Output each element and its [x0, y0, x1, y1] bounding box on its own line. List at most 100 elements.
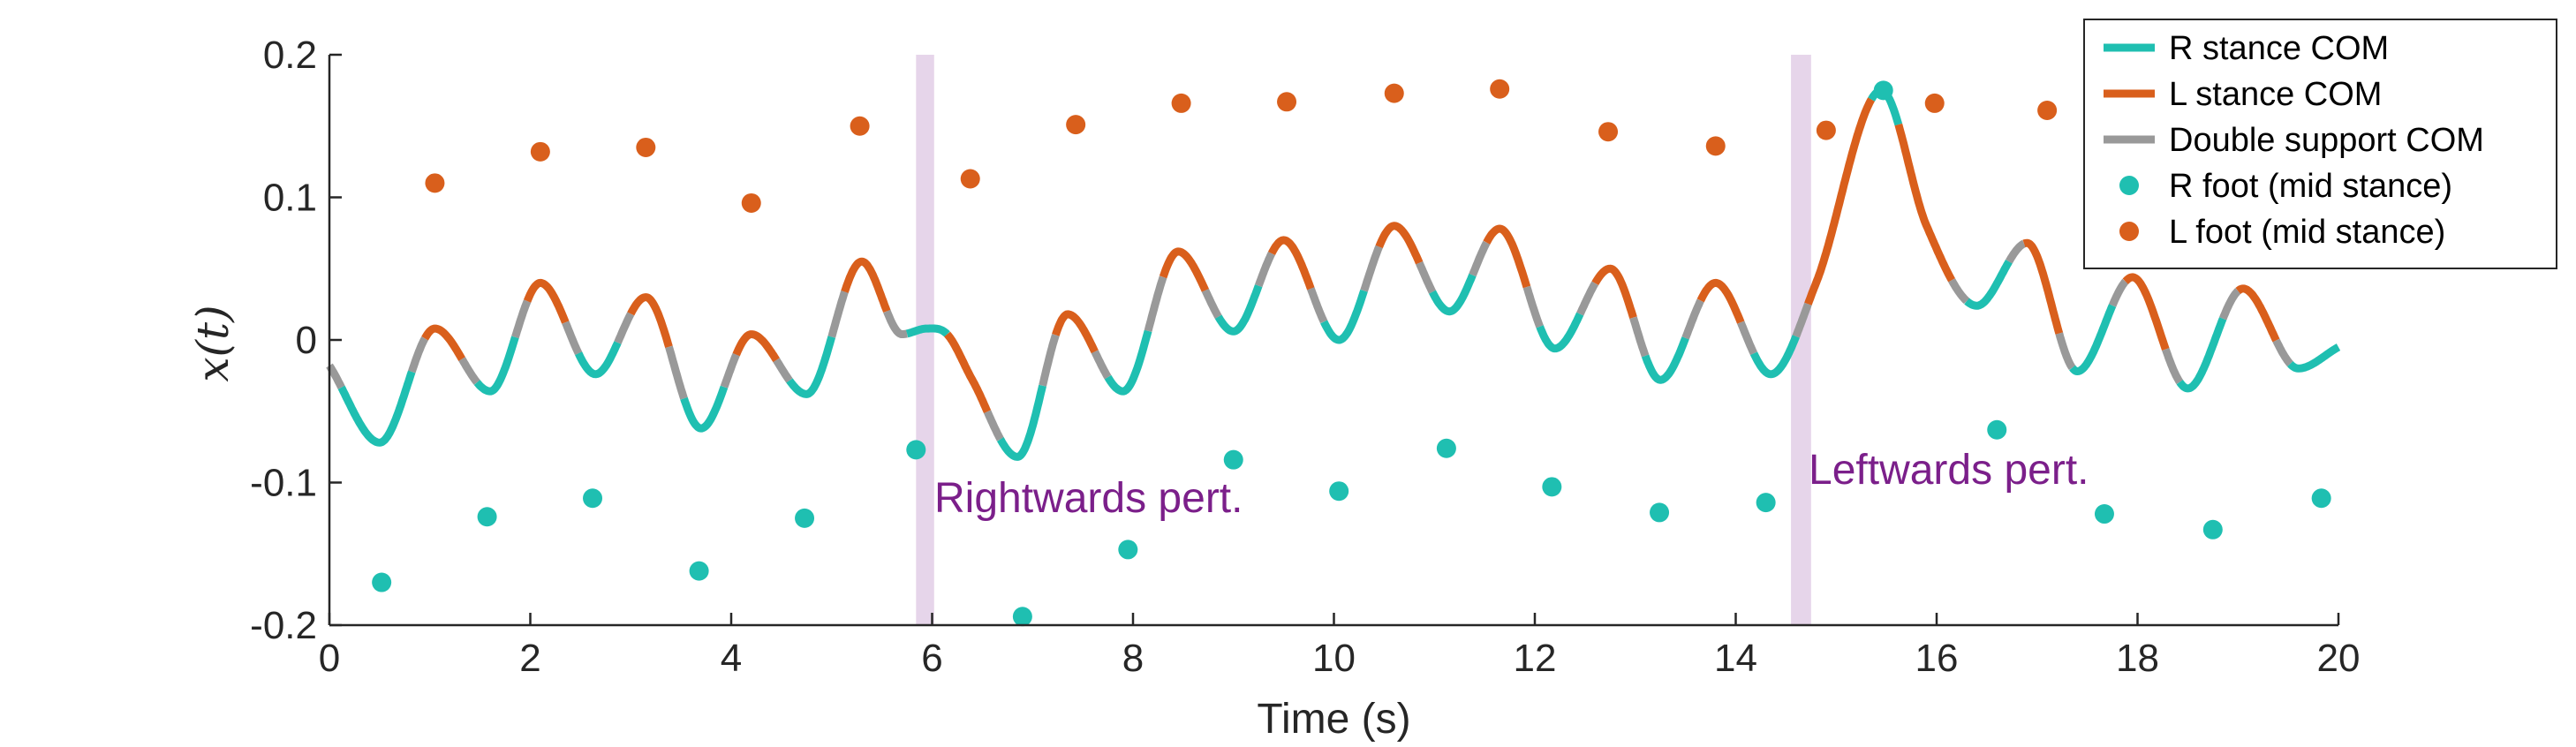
l-foot-point-13 — [1705, 136, 1726, 156]
l-stance-com-segment-61 — [2021, 238, 2064, 335]
double-support-com-segment-50 — [1681, 298, 1704, 340]
double-support-com-segment-40 — [1416, 260, 1437, 294]
r-foot-point-2 — [477, 507, 497, 527]
double-support-com-segment-46 — [1576, 281, 1599, 316]
double-support-com-segment-9 — [562, 321, 583, 356]
double-support-com-segment-7 — [511, 299, 532, 339]
double-support-com-segment-60 — [2006, 239, 2028, 264]
r-stance-com-segment-53 — [1749, 335, 1800, 379]
perturbation-labels: Rightwards pert. Leftwards pert. — [934, 447, 2089, 522]
double-support-com-segment-19 — [827, 290, 849, 338]
double-support-com-segment-42 — [1469, 240, 1491, 277]
legend-label: R stance COM — [2169, 30, 2389, 67]
l-foot-point-4 — [741, 192, 761, 213]
l-stance-com-segment-47 — [1591, 264, 1637, 319]
r-foot-point-16 — [1987, 419, 2007, 440]
l-stance-com-segment-16 — [732, 330, 780, 363]
legend-label: Double support COM — [2169, 122, 2484, 159]
r-stance-com-segment-67 — [2176, 317, 2227, 393]
r-stance-com-segment-71 — [2287, 343, 2342, 373]
x-tick-label: 18 — [2116, 637, 2159, 680]
x-tick-label: 0 — [319, 637, 340, 680]
x-tick-label: 6 — [921, 637, 942, 680]
l-foot-point-2 — [530, 141, 550, 162]
l-stance-com-segment-31 — [1159, 247, 1210, 292]
legend-label: L foot (mid stance) — [2169, 214, 2445, 251]
legend-dot-swatch — [2119, 176, 2139, 195]
r-stance-com-segment-18 — [786, 336, 836, 398]
y-axis-title: x(t) — [187, 305, 238, 381]
plot-axes — [328, 53, 2340, 627]
double-support-com-segment-64 — [2108, 278, 2129, 307]
r-stance-com-segment-10 — [575, 341, 622, 379]
double-support-com-segment-62 — [2055, 332, 2076, 371]
double-support-com-segment-13 — [665, 345, 688, 400]
l-foot-point-3 — [636, 137, 656, 157]
l-foot-point-5 — [850, 116, 870, 136]
l-stance-com-segment-27 — [1052, 310, 1099, 354]
r-foot-point-6 — [906, 440, 926, 460]
double-support-com-segment-26 — [1039, 334, 1060, 387]
r-foot-point-19 — [2311, 488, 2331, 509]
legend-dot-swatch — [2119, 222, 2139, 241]
l-foot-point-6 — [960, 169, 980, 189]
l-stance-com-segment-65 — [2122, 273, 2170, 351]
double-support-com-segment-54 — [1792, 302, 1812, 338]
double-support-com-segment-34 — [1254, 251, 1275, 288]
double-support-com-segment-70 — [2272, 338, 2293, 367]
l-stance-com-segment-8 — [523, 278, 570, 324]
y-tick-label: 0 — [296, 319, 317, 362]
r-foot-point-3 — [583, 488, 603, 509]
l-stance-com-segment-69 — [2234, 284, 2280, 343]
r-stance-com-segment-6 — [473, 336, 519, 396]
x-tick-label: 12 — [1514, 637, 1557, 680]
l-foot-point-14 — [1816, 120, 1836, 140]
legend-item: L stance COM — [2104, 76, 2382, 113]
l-stance-com-segment-43 — [1483, 224, 1531, 289]
l-stance-com-segment-20 — [841, 257, 891, 313]
double-support-com-segment-1 — [326, 363, 345, 389]
double-support-com-segment-58 — [1948, 277, 1970, 305]
y-tick-label: -0.2 — [250, 604, 317, 647]
double-support-com-segment-5 — [458, 357, 480, 386]
l-foot-point-7 — [1066, 115, 1086, 135]
r-foot-point-5 — [795, 508, 815, 528]
x-tick-label: 4 — [721, 637, 742, 680]
l-stance-com-segment-12 — [627, 293, 673, 349]
r-stance-com-segment-33 — [1214, 284, 1263, 336]
perturbation-label-1: Rightwards pert. — [934, 475, 1243, 522]
y-tick-label: 0.1 — [263, 177, 317, 220]
double-support-com-segment-48 — [1629, 316, 1650, 358]
l-stance-com-segment-51 — [1696, 278, 1745, 324]
l-foot-point-15 — [1924, 93, 1945, 113]
legend-item: R foot (mid stance) — [2119, 168, 2452, 205]
r-stance-com-segment-45 — [1536, 312, 1584, 353]
legend-item: L foot (mid stance) — [2119, 214, 2445, 251]
l-stance-com-segment-55 — [1804, 97, 1875, 306]
legend-label: L stance COM — [2169, 76, 2382, 113]
double-support-com-segment-32 — [1201, 288, 1222, 320]
double-support-com-segment-17 — [773, 358, 793, 383]
y-tick-labels: -0.2 -0.1 0 0.1 0.2 — [250, 34, 317, 647]
r-stance-com-segment-37 — [1320, 289, 1368, 344]
r-foot-point-12 — [1542, 477, 1562, 497]
foot-markers — [372, 79, 2331, 627]
r-stance-com-segment-41 — [1429, 273, 1477, 316]
r-foot-point-17 — [2094, 504, 2114, 524]
r-foot-point-1 — [372, 572, 392, 592]
l-foot-point-8 — [1171, 93, 1191, 113]
r-stance-com-segment-25 — [996, 384, 1046, 461]
double-support-com-segment-52 — [1737, 321, 1758, 356]
l-stance-com-segment-23 — [944, 331, 992, 414]
r-stance-com-segment-59 — [1963, 259, 2013, 310]
l-foot-point-16 — [2037, 100, 2058, 120]
perturbation-band-2 — [1791, 55, 1811, 625]
double-support-com-segment-24 — [983, 410, 1004, 441]
perturbation-label-2: Leftwards pert. — [1809, 447, 2089, 494]
double-support-com-segment-36 — [1307, 287, 1328, 324]
r-foot-point-13 — [1650, 502, 1670, 523]
legend-box — [2083, 19, 2557, 269]
r-foot-point-9 — [1223, 449, 1243, 470]
y-tick-label: 0.2 — [263, 34, 317, 77]
double-support-com-segment-30 — [1144, 275, 1167, 332]
